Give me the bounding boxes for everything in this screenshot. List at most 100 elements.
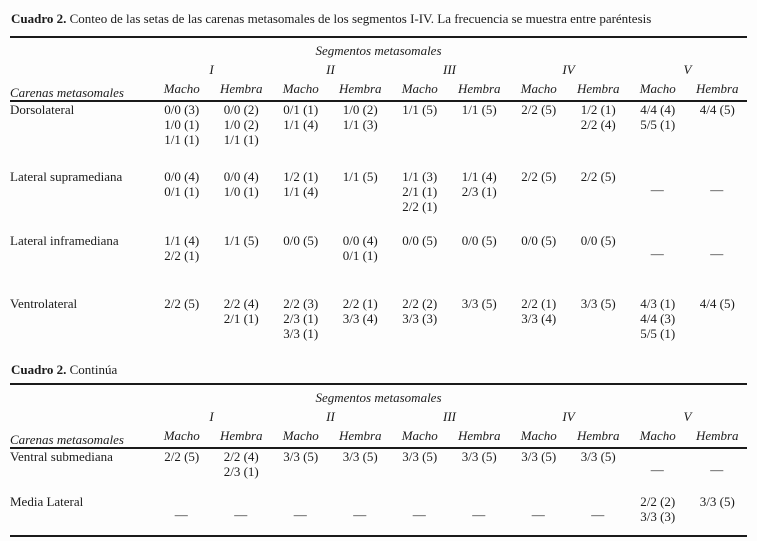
setae-count-table-part2: Segmentos metasomales Carenas metasomale… (10, 383, 748, 537)
row-label: Lateral supramediana (10, 169, 123, 184)
sex-header-macho: Macho (152, 77, 212, 102)
table-cell: — (211, 494, 271, 537)
table-cell: 3/3 (5) (580, 449, 616, 464)
segment-header-I: I (209, 62, 214, 77)
sex-header-macho: Macho (271, 424, 331, 449)
table-header: Segmentos metasomales Carenas metasomale… (10, 37, 748, 102)
table-cell: — (509, 494, 569, 537)
caption-label: Cuadro 2. (11, 11, 67, 26)
row-label: Dorsolateral (10, 102, 75, 117)
table-row-lateral-supramediana: Lateral supramediana 0/0 (4) 0/1 (1) 0/0… (10, 169, 747, 233)
table-cell: 2/2 (5) (164, 296, 200, 311)
sex-header-hembra: Hembra (568, 77, 628, 102)
table-cell: — (152, 494, 212, 537)
table-cell: 2/2 (2) 3/3 (3) (402, 296, 438, 326)
table-cell: — (650, 246, 665, 261)
table-cell: 0/0 (5) (580, 233, 616, 248)
table-cell: — (710, 462, 725, 477)
table-cell: 3/3 (5) (461, 449, 497, 464)
sex-header-hembra: Hembra (449, 424, 509, 449)
segment-header-I: I (209, 409, 214, 424)
table-cell: 2/2 (1) 3/3 (4) (521, 296, 557, 326)
table-cell: 1/1 (5) (402, 102, 438, 117)
segment-header-IV: IV (562, 409, 575, 424)
table-cell: 1/0 (2) 1/1 (3) (342, 102, 378, 132)
segment-header-III: III (443, 409, 456, 424)
table-cell: 0/0 (5) (283, 233, 319, 248)
segments-group-header: Segmentos metasomales (315, 43, 442, 58)
table-cell: 4/4 (4) 5/5 (1) (640, 102, 676, 132)
sex-header-hembra: Hembra (330, 77, 390, 102)
table-caption: Cuadro 2. Conteo de las setas de las car… (11, 10, 747, 27)
table-cell: 0/0 (4) 0/1 (1) (342, 233, 378, 263)
table-cell: 4/4 (5) (699, 102, 735, 117)
table-row-ventral-submediana: Ventral submediana 2/2 (5) 2/2 (4) 2/3 (… (10, 448, 747, 494)
segment-number-row: Carenas metasomales I II III IV V (10, 405, 747, 449)
table-cell: 2/2 (5) (580, 169, 616, 184)
table-cell: 3/3 (5) (342, 449, 378, 464)
carinae-column-header: Carenas metasomales (10, 58, 152, 102)
table-cell: 3/3 (5) (521, 449, 557, 464)
sex-header-macho: Macho (628, 424, 688, 449)
setae-count-table-part1: Segmentos metasomales Carenas metasomale… (10, 36, 748, 358)
table-cell: 1/2 (1) 1/1 (4) (283, 169, 319, 199)
row-label: Ventrolateral (10, 296, 78, 311)
table-row-dorsolateral: Dorsolateral 0/0 (3) 1/0 (1) 1/1 (1) 0/0… (10, 101, 747, 169)
table-cell: 3/3 (5) (283, 449, 319, 464)
segments-group-row: Segmentos metasomales (10, 384, 747, 405)
table-cell: 2/2 (4) 2/1 (1) (223, 296, 259, 326)
segment-header-II: II (326, 62, 335, 77)
sex-header-row: Macho Hembra Macho Hembra Macho Hembra M… (10, 424, 748, 449)
table-cell: 0/0 (4) 1/0 (1) (223, 169, 259, 199)
table-row-ventrolateral: Ventrolateral 2/2 (5) 2/2 (4) 2/1 (1) 2/… (10, 296, 747, 358)
table-cell: 2/2 (1) 3/3 (4) (342, 296, 378, 326)
table-cell: 0/0 (5) (461, 233, 497, 248)
table-cell: — (650, 462, 665, 477)
table-cell: 4/4 (5) (699, 296, 735, 311)
row-label: Media Lateral (10, 494, 152, 537)
table-cell: 1/1 (5) (223, 233, 259, 248)
table-continuation-caption: Cuadro 2. Continúa (11, 361, 747, 378)
table-row-lateral-inframediana: Lateral inframediana 1/1 (4) 2/2 (1) 1/1… (10, 233, 747, 296)
sex-header-hembra: Hembra (687, 424, 748, 449)
table-cell: 0/0 (5) (521, 233, 557, 248)
table-cell: 0/1 (1) 1/1 (4) (283, 102, 319, 132)
continuation-label: Cuadro 2. (11, 362, 67, 377)
table-cell: — (710, 246, 725, 261)
table-cell: 1/1 (5) (342, 169, 378, 184)
sex-header-hembra: Hembra (211, 77, 271, 102)
table-cell: 3/3 (5) (687, 494, 748, 537)
table-cell: 2/2 (5) (521, 102, 557, 117)
segment-header-III: III (443, 62, 456, 77)
sex-header-hembra: Hembra (687, 77, 748, 102)
row-label: Lateral inframediana (10, 233, 119, 248)
table-cell: 0/0 (5) (402, 233, 438, 248)
table-cell: 3/3 (5) (580, 296, 616, 311)
segment-number-row: Carenas metasomales I II III IV V (10, 58, 747, 102)
table-cell: 3/3 (5) (402, 449, 438, 464)
table-cell: 4/3 (1) 4/4 (3) 5/5 (1) (640, 296, 676, 341)
table-cell: 1/1 (5) (461, 102, 497, 117)
table-cell: — (568, 494, 628, 537)
table-cell: 1/1 (4) 2/3 (1) (461, 169, 497, 199)
table-cell: — (271, 494, 331, 537)
sex-header-macho: Macho (390, 424, 450, 449)
sex-header-hembra: Hembra (568, 424, 628, 449)
table-cell: 2/2 (2) 3/3 (3) (628, 494, 688, 537)
table-cell: 0/0 (4) 0/1 (1) (164, 169, 200, 199)
sex-header-hembra: Hembra (211, 424, 271, 449)
table-cell: 2/2 (5) (164, 449, 200, 464)
table-cell: — (710, 182, 725, 197)
table-cell: — (650, 182, 665, 197)
table-cell: 3/3 (5) (461, 296, 497, 311)
segments-group-header: Segmentos metasomales (315, 390, 442, 405)
table-cell: 1/1 (4) 2/2 (1) (164, 233, 200, 263)
table-cell: 0/0 (3) 1/0 (1) 1/1 (1) (164, 102, 200, 147)
sex-header-macho: Macho (390, 77, 450, 102)
sex-header-macho: Macho (152, 424, 212, 449)
sex-header-macho: Macho (509, 424, 569, 449)
segment-header-V: V (683, 62, 692, 77)
sex-header-hembra: Hembra (330, 424, 390, 449)
table-header: Segmentos metasomales Carenas metasomale… (10, 384, 748, 449)
